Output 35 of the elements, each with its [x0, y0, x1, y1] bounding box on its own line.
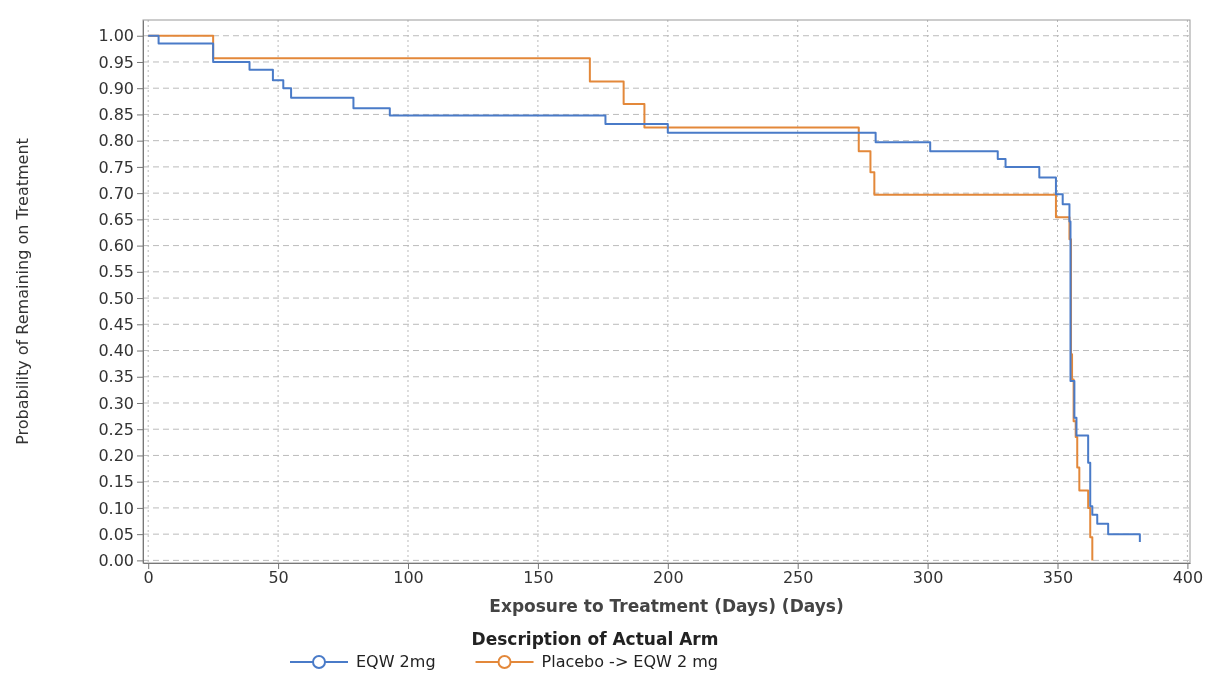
y-tick-label: 0.55	[98, 262, 134, 282]
y-tick-label: 1.00	[98, 26, 134, 46]
x-tick-label: 200	[653, 568, 684, 588]
legend-label: EQW 2mg	[356, 652, 436, 671]
x-tick-label: 250	[782, 568, 814, 588]
y-tick-label: 0.45	[98, 314, 134, 334]
x-tick-label: 0	[143, 568, 154, 588]
x-tick-label: 300	[912, 568, 944, 588]
legend-title: Description of Actual Arm	[471, 629, 719, 649]
y-tick-label: 0.80	[98, 131, 134, 151]
x-axis-title: Exposure to Treatment (Days) (Days)	[489, 596, 844, 616]
y-tick-label: 0.20	[98, 446, 134, 466]
y-tick-label: 0.85	[98, 105, 134, 125]
y-tick-label: 0.15	[98, 472, 134, 492]
y-axis-title: Probability of Remaining on Treatment	[13, 138, 32, 445]
y-tick-label: 0.25	[98, 419, 134, 439]
y-tick-label: 0.70	[98, 183, 134, 203]
y-tick-label: 0.60	[98, 236, 134, 256]
y-tick-label: 0.90	[98, 78, 134, 98]
legend-label: Placebo -> EQW 2 mg	[541, 652, 718, 671]
y-tick-label: 0.95	[98, 52, 134, 72]
y-tick-label: 0.65	[98, 209, 134, 229]
x-tick-label: 50	[268, 568, 289, 588]
y-tick-label: 0.00	[98, 551, 134, 570]
y-tick-label: 0.50	[98, 288, 134, 308]
x-tick-label: 350	[1042, 568, 1074, 588]
y-tick-label: 0.75	[98, 157, 134, 177]
x-tick-label: 150	[523, 568, 554, 588]
y-tick-label: 0.10	[98, 498, 134, 518]
y-tick-label: 0.40	[98, 341, 134, 361]
y-tick-label: 0.05	[98, 524, 134, 544]
x-tick-label: 400	[1172, 568, 1204, 588]
x-tick-label: 100	[393, 568, 424, 588]
y-tick-label: 0.30	[98, 393, 134, 413]
y-tick-label: 0.35	[98, 367, 134, 387]
